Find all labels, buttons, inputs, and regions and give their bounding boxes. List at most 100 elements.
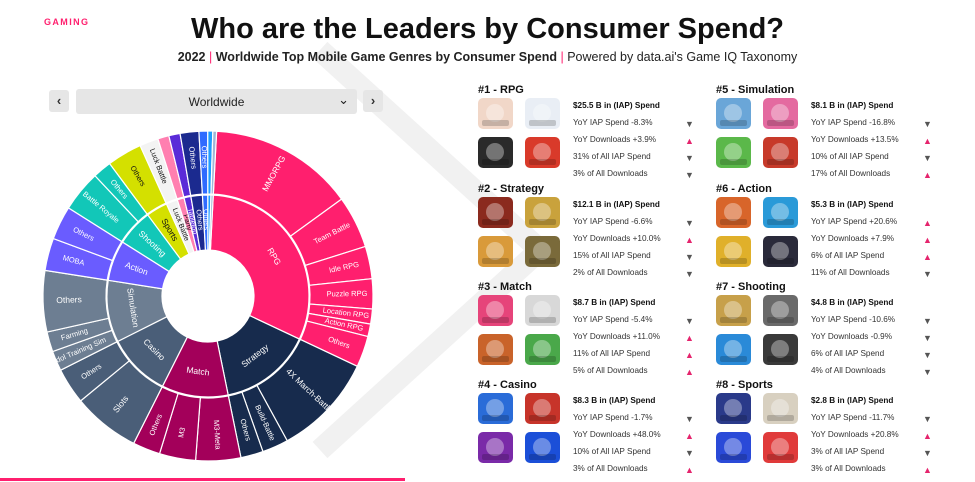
game-icon — [478, 98, 513, 129]
game-icon — [525, 236, 560, 267]
game-icon — [525, 393, 560, 424]
sunburst-inner-label: Match — [186, 365, 211, 378]
game-icon — [478, 393, 513, 424]
genre-stat: YoY IAP Spend -5.4% — [573, 315, 653, 324]
genre-stat: 4% of All Downloads — [811, 366, 886, 375]
genre-title: #7 - Shooting — [716, 281, 786, 293]
genre-stat: YoY Downloads -0.9% — [811, 332, 893, 341]
subtitle-year: 2022 — [177, 50, 206, 64]
trend-up-icon: ▲ — [923, 170, 932, 180]
genre-stat: YoY IAP Spend -8.3% — [573, 118, 653, 127]
genre-stat: 10% of All IAP Spend — [573, 447, 651, 456]
trend-up-icon: ▲ — [923, 465, 932, 475]
sunburst-center — [163, 251, 253, 341]
genre-title: #8 - Sports — [716, 379, 773, 391]
genre-stat: YoY Downloads +10.0% — [573, 234, 661, 243]
genre-title: #6 - Action — [716, 183, 772, 195]
game-icon — [763, 236, 798, 267]
genre-stat: YoY IAP Spend -1.7% — [573, 413, 653, 422]
game-icon — [763, 393, 798, 424]
trend-down-icon: ▼ — [923, 153, 932, 163]
genre-stat: 17% of All Downloads — [811, 169, 891, 178]
genre-stat: 3% of All Downloads — [573, 169, 648, 178]
subtitle-separator: | — [560, 50, 564, 64]
sunburst-inner-label: Others — [202, 209, 210, 231]
sunburst-inner-label: Party — [181, 214, 192, 232]
trend-up-icon: ▲ — [923, 252, 932, 262]
trend-down-icon: ▼ — [923, 333, 932, 343]
game-icon — [478, 236, 513, 267]
genre-title: #1 - RPG — [478, 84, 524, 96]
genre-stat: YoY IAP Spend -10.6% — [811, 315, 896, 324]
sunburst-outer-label: M3 — [176, 427, 187, 439]
sunburst-outer-label: Others — [200, 146, 210, 169]
game-icon — [716, 236, 751, 267]
genre-title: #3 - Match — [478, 281, 532, 293]
chevron-down-icon: ⌄ — [338, 92, 349, 107]
trend-down-icon: ▼ — [923, 414, 932, 424]
chevron-right-icon: › — [370, 93, 376, 108]
game-icon — [763, 295, 798, 326]
genre-stat: 6% of All IAP Spend — [811, 251, 885, 260]
genre-title: #4 - Casino — [478, 379, 537, 391]
game-icon — [525, 98, 560, 129]
game-icon — [525, 432, 560, 463]
game-icon — [716, 432, 751, 463]
genre-stat: 3% of All Downloads — [573, 464, 648, 473]
genre-spend: $25.5 B in (IAP) Spend — [573, 101, 660, 110]
trend-up-icon: ▲ — [685, 235, 694, 245]
trend-up-icon: ▲ — [923, 136, 932, 146]
previous-region-button[interactable]: ‹ — [49, 90, 69, 112]
trend-up-icon: ▲ — [685, 350, 694, 360]
game-icon — [478, 334, 513, 365]
trend-up-icon: ▲ — [685, 333, 694, 343]
genre-card: #6 - Action $5.3 B in (IAP) Spend YoY IAP … — [716, 183, 956, 279]
trend-down-icon: ▼ — [923, 448, 932, 458]
genre-stat: YoY Downloads +11.0% — [573, 332, 661, 341]
genre-stat: 6% of All IAP Spend — [811, 349, 885, 358]
genre-stat: YoY Downloads +7.9% — [811, 234, 895, 243]
sunburst-inner-segment — [209, 194, 310, 340]
game-icon — [716, 197, 751, 228]
sunburst-inner-label: Others — [194, 209, 203, 231]
game-icon — [716, 98, 751, 129]
game-icon — [763, 334, 798, 365]
genre-spend: $5.3 B in (IAP) Spend — [811, 200, 894, 209]
genre-stat: YoY IAP Spend -16.8% — [811, 118, 896, 127]
trend-down-icon: ▼ — [685, 269, 694, 279]
trend-down-icon: ▼ — [685, 170, 694, 180]
game-icon — [478, 137, 513, 168]
game-icon — [525, 137, 560, 168]
trend-up-icon: ▲ — [685, 136, 694, 146]
genre-card: #5 - Simulation $8.1 B in (IAP) Spend YoY … — [716, 84, 956, 180]
region-select[interactable]: Worldwide ⌄ — [76, 89, 357, 114]
game-icon — [763, 197, 798, 228]
trend-up-icon: ▲ — [685, 367, 694, 377]
trend-down-icon: ▼ — [685, 414, 694, 424]
genre-stat: YoY Downloads +20.8% — [811, 430, 899, 439]
sunburst-outer-label: Others — [187, 146, 199, 170]
genre-stat: YoY Downloads +48.0% — [573, 430, 661, 439]
trend-up-icon: ▲ — [923, 218, 932, 228]
genre-card: #3 - Match $8.7 B in (IAP) Spend YoY IAP S… — [478, 281, 718, 377]
genre-stat: YoY Downloads +13.5% — [811, 135, 899, 144]
genre-stat: 3% of All IAP Spend — [811, 447, 885, 456]
page-subtitle: 2022 | Worldwide Top Mobile Game Genres … — [0, 50, 975, 64]
game-icon — [763, 432, 798, 463]
genre-stat: 11% of All Downloads — [811, 268, 890, 277]
trend-up-icon: ▲ — [685, 465, 694, 475]
trend-down-icon: ▼ — [685, 252, 694, 262]
sunburst-outer-label: Puzzle RPG — [326, 289, 367, 299]
sunburst-outer-label: Others — [56, 294, 82, 305]
game-icon — [716, 393, 751, 424]
sunburst-inner-segment — [208, 194, 214, 251]
trend-up-icon: ▲ — [923, 235, 932, 245]
game-icon — [716, 334, 751, 365]
genre-card: #4 - Casino $8.3 B in (IAP) Spend YoY IAP … — [478, 379, 718, 475]
next-region-button[interactable]: › — [363, 90, 383, 112]
trend-up-icon: ▲ — [685, 431, 694, 441]
sunburst-outer-label: M3-Meta — [212, 420, 223, 451]
genre-spend: $8.3 B in (IAP) Spend — [573, 396, 656, 405]
game-icon — [763, 137, 798, 168]
